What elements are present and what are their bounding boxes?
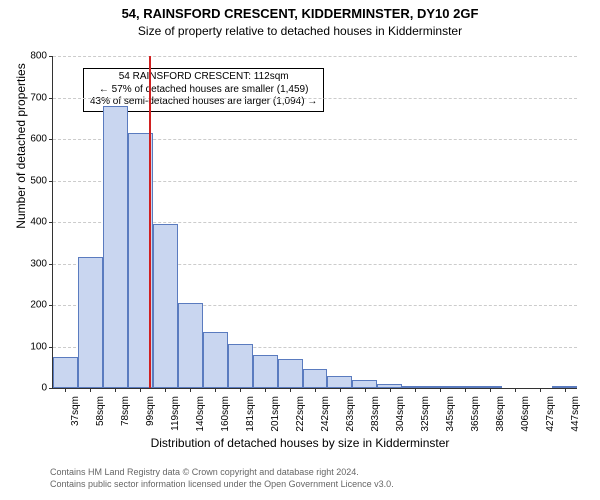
y-tick-label: 100 (19, 341, 47, 352)
y-tick-mark (49, 222, 53, 223)
histogram-bar (303, 369, 328, 388)
x-tick-mark (540, 388, 541, 392)
x-tick-mark (90, 388, 91, 392)
footer-line-1: Contains HM Land Registry data © Crown c… (50, 467, 359, 477)
x-tick-label: 365sqm (470, 396, 481, 436)
gridline (53, 98, 577, 99)
histogram-bar (352, 380, 377, 388)
x-tick-mark (465, 388, 466, 392)
x-axis-label: Distribution of detached houses by size … (0, 436, 600, 450)
x-tick-mark (365, 388, 366, 392)
histogram-bar (278, 359, 303, 388)
y-tick-mark (49, 139, 53, 140)
x-tick-mark (315, 388, 316, 392)
x-tick-mark (490, 388, 491, 392)
x-tick-mark (415, 388, 416, 392)
gridline (53, 56, 577, 57)
y-tick-mark (49, 347, 53, 348)
x-tick-mark (265, 388, 266, 392)
histogram-bar (203, 332, 228, 388)
x-tick-mark (340, 388, 341, 392)
y-tick-label: 200 (19, 300, 47, 311)
y-tick-label: 800 (19, 51, 47, 62)
chart-title-main: 54, RAINSFORD CRESCENT, KIDDERMINSTER, D… (0, 6, 600, 21)
x-tick-mark (215, 388, 216, 392)
x-tick-label: 181sqm (245, 396, 256, 436)
chart-container: 54, RAINSFORD CRESCENT, KIDDERMINSTER, D… (0, 0, 600, 500)
y-tick-label: 0 (19, 383, 47, 394)
histogram-bar (327, 376, 352, 388)
histogram-bar (53, 357, 78, 388)
histogram-bar (153, 224, 178, 388)
y-tick-mark (49, 305, 53, 306)
x-tick-mark (140, 388, 141, 392)
x-tick-mark (290, 388, 291, 392)
x-tick-label: 140sqm (195, 396, 206, 436)
x-tick-label: 201sqm (270, 396, 281, 436)
x-tick-label: 242sqm (320, 396, 331, 436)
y-tick-mark (49, 56, 53, 57)
reference-line (149, 56, 151, 388)
x-tick-mark (440, 388, 441, 392)
y-tick-mark (49, 388, 53, 389)
x-tick-mark (565, 388, 566, 392)
footer-line-2: Contains public sector information licen… (50, 479, 394, 489)
x-tick-label: 58sqm (95, 396, 106, 436)
x-tick-label: 160sqm (220, 396, 231, 436)
y-tick-mark (49, 181, 53, 182)
annotation-line-2: ← 57% of detached houses are smaller (1,… (90, 84, 317, 97)
y-tick-label: 700 (19, 92, 47, 103)
histogram-bar (78, 257, 103, 388)
y-tick-label: 500 (19, 175, 47, 186)
x-tick-label: 406sqm (520, 396, 531, 436)
x-tick-mark (115, 388, 116, 392)
chart-title-sub: Size of property relative to detached ho… (0, 24, 600, 38)
x-tick-mark (390, 388, 391, 392)
x-tick-label: 37sqm (70, 396, 81, 436)
x-tick-label: 78sqm (120, 396, 131, 436)
y-tick-mark (49, 264, 53, 265)
histogram-bar (178, 303, 203, 388)
x-tick-label: 386sqm (495, 396, 506, 436)
histogram-bar (253, 355, 278, 388)
x-tick-label: 304sqm (395, 396, 406, 436)
x-tick-label: 325sqm (420, 396, 431, 436)
annotation-line-1: 54 RAINSFORD CRESCENT: 112sqm (90, 71, 317, 84)
x-tick-label: 263sqm (345, 396, 356, 436)
plot-area: 54 RAINSFORD CRESCENT: 112sqm ← 57% of d… (52, 56, 577, 389)
x-tick-mark (515, 388, 516, 392)
histogram-bar (103, 106, 128, 388)
x-tick-mark (65, 388, 66, 392)
x-tick-label: 427sqm (545, 396, 556, 436)
x-tick-label: 283sqm (370, 396, 381, 436)
x-tick-mark (165, 388, 166, 392)
histogram-bar (228, 344, 253, 388)
y-tick-label: 400 (19, 217, 47, 228)
x-tick-mark (190, 388, 191, 392)
x-tick-label: 119sqm (170, 396, 181, 436)
y-tick-mark (49, 98, 53, 99)
x-tick-mark (240, 388, 241, 392)
x-tick-label: 345sqm (445, 396, 456, 436)
x-tick-label: 222sqm (295, 396, 306, 436)
y-tick-label: 600 (19, 134, 47, 145)
x-tick-label: 447sqm (570, 396, 581, 436)
y-tick-label: 300 (19, 258, 47, 269)
x-tick-label: 99sqm (145, 396, 156, 436)
